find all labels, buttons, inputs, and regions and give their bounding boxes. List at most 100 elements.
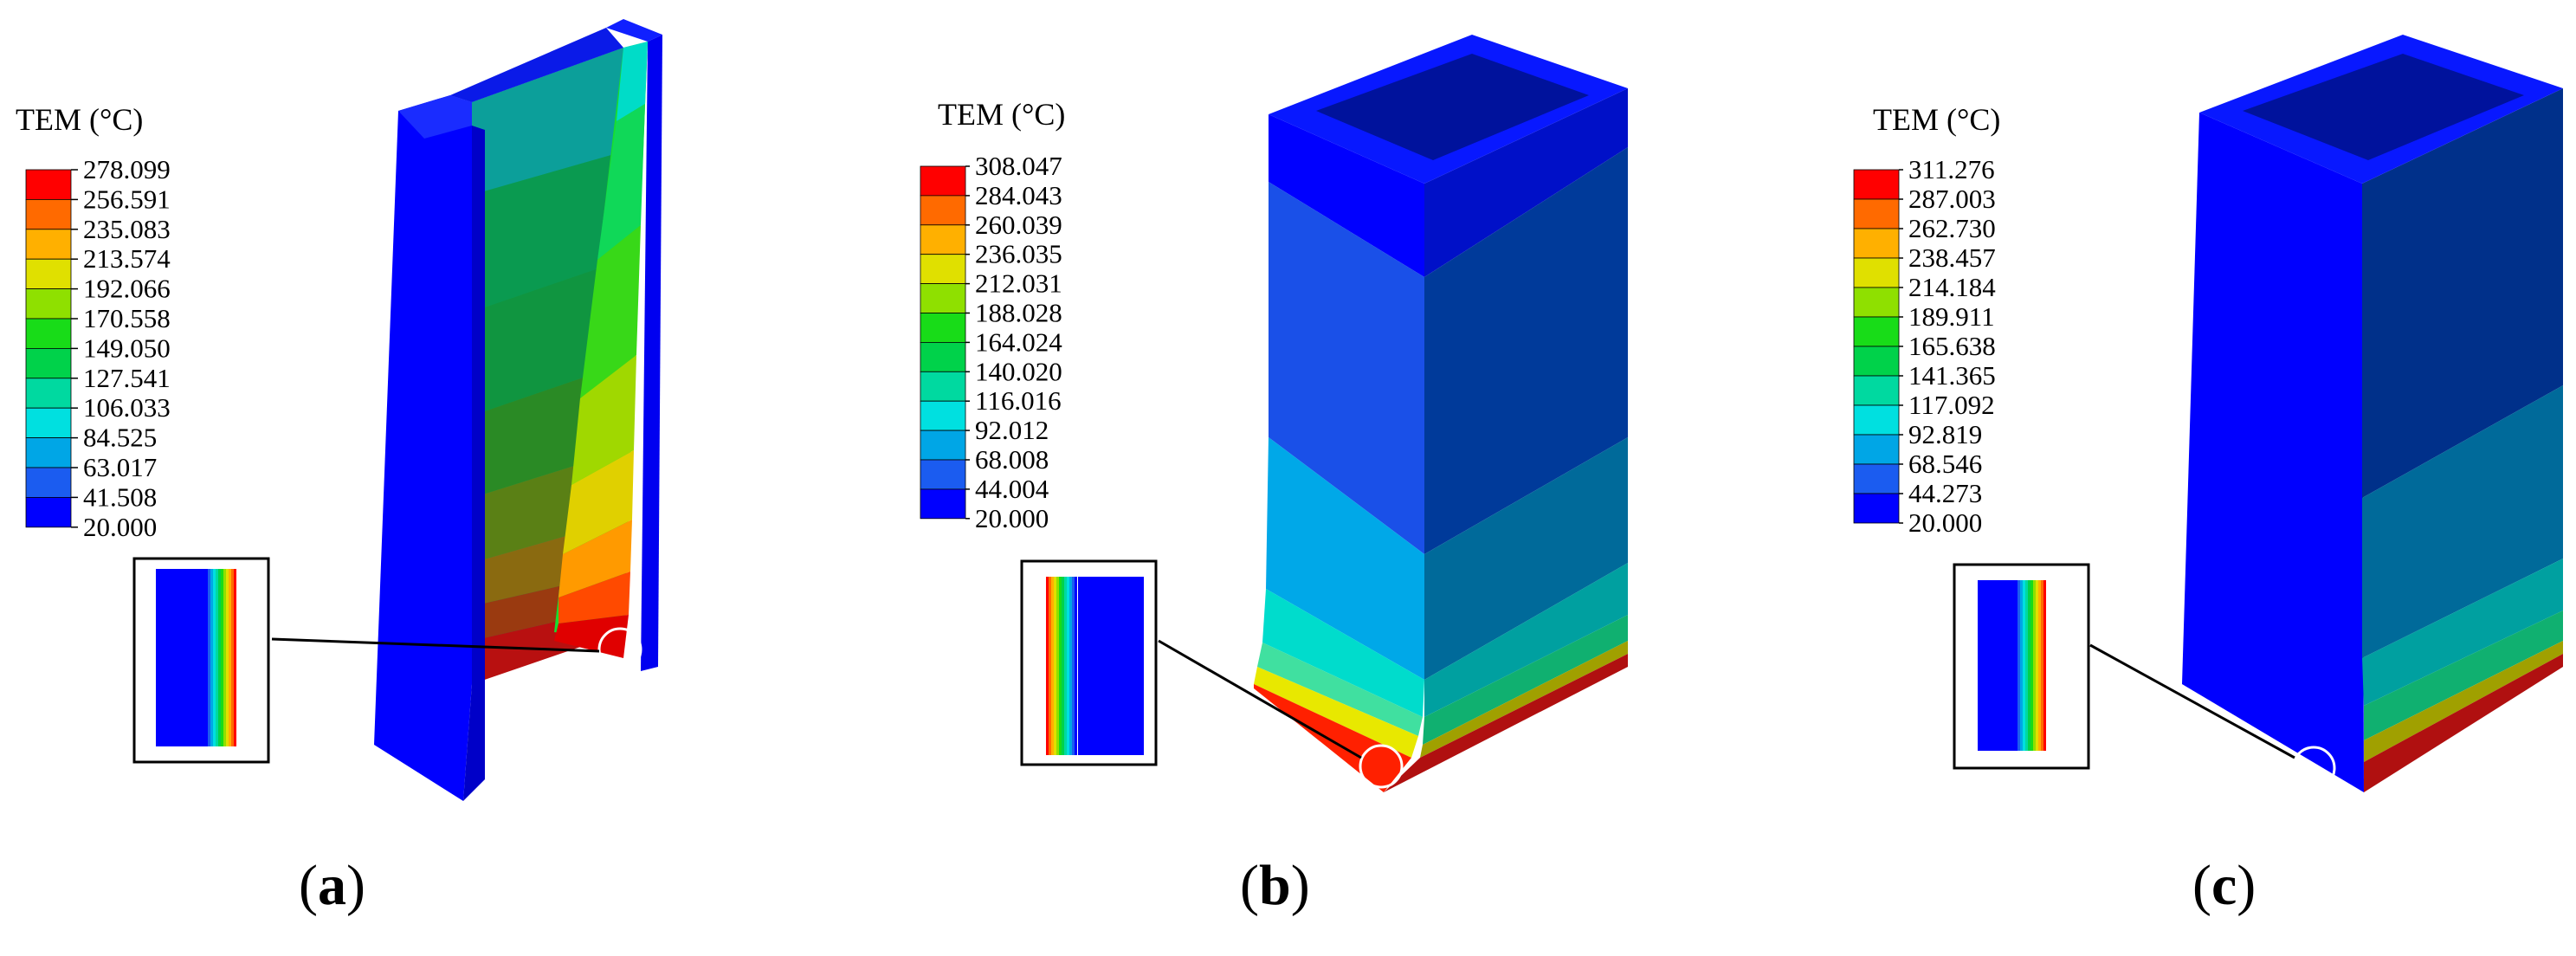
legend-c-swatch bbox=[1853, 228, 1900, 259]
legend-c-title: TEM (°C) bbox=[1873, 102, 2000, 137]
legend-a-tick-label: 106.033 bbox=[83, 392, 171, 423]
band bbox=[597, 104, 645, 260]
band bbox=[563, 450, 634, 554]
legend-a-tick-label: 170.558 bbox=[83, 303, 171, 333]
inset-band bbox=[229, 569, 231, 746]
model-a-flange-top bbox=[398, 95, 472, 139]
legend-a-tick-label: 127.541 bbox=[83, 363, 171, 393]
inset-b bbox=[1020, 559, 1362, 766]
legend-c-swatch bbox=[1853, 198, 1900, 229]
legend-a-swatch bbox=[25, 378, 72, 409]
model-c-left-face bbox=[2182, 113, 2364, 792]
model-c-opening bbox=[2243, 54, 2524, 160]
model-a-top-edge bbox=[606, 19, 662, 42]
legend-c-tick-label: 117.092 bbox=[1908, 390, 1995, 420]
band bbox=[571, 355, 636, 485]
legend-a-swatch bbox=[25, 318, 72, 349]
legend-c-swatch bbox=[1853, 493, 1900, 524]
panel-a: TEM (°C) 278.099256.591235.083213.574192… bbox=[16, 19, 662, 801]
legend-c-tick-label: 68.546 bbox=[1908, 449, 1982, 479]
inset-band bbox=[2043, 580, 2046, 751]
hotspot-circle-a bbox=[597, 627, 642, 672]
inset-b-leader bbox=[1158, 639, 1362, 759]
inset-band bbox=[208, 569, 210, 746]
legend-c-swatch bbox=[1853, 346, 1900, 377]
caption-a: (a) bbox=[299, 854, 365, 917]
caption-b: (b) bbox=[1240, 854, 1310, 917]
band bbox=[558, 572, 630, 623]
inset-band bbox=[1072, 577, 1075, 755]
legend-b-tick-label: 260.039 bbox=[975, 210, 1062, 240]
model-b-opening bbox=[1316, 54, 1589, 160]
legend-b-tick-label: 212.031 bbox=[975, 268, 1062, 299]
legend-a-tick-label: 20.000 bbox=[83, 512, 157, 542]
inset-band bbox=[2023, 580, 2025, 751]
inset-band bbox=[1075, 577, 1077, 755]
legend-b-swatch bbox=[920, 283, 966, 313]
legend-c-swatch bbox=[1853, 169, 1900, 200]
inset-band bbox=[2018, 580, 2020, 751]
band bbox=[554, 615, 629, 658]
hotspot-circle-c bbox=[2291, 746, 2336, 791]
legend-b: TEM (°C) 308.047284.043260.039236.035212… bbox=[920, 97, 1065, 533]
legend-b-swatch bbox=[920, 430, 966, 461]
legend-c-tick-label: 262.730 bbox=[1908, 213, 1996, 243]
legend-b-swatch bbox=[920, 488, 966, 520]
model-b-left-band bbox=[1257, 643, 1423, 736]
legend-a-title: TEM (°C) bbox=[16, 102, 143, 137]
legend-c: TEM (°C) 311.276287.003262.730238.457214… bbox=[1853, 102, 2000, 538]
inset-band bbox=[2038, 580, 2041, 751]
band bbox=[472, 152, 623, 312]
legend-a-swatch bbox=[25, 258, 72, 290]
legend-a-swatch bbox=[25, 467, 72, 498]
legend-a-swatch bbox=[25, 437, 72, 468]
legend-b-swatch bbox=[920, 371, 966, 402]
inset-a-leader bbox=[271, 637, 600, 653]
legend-b-tick-label: 284.043 bbox=[975, 180, 1062, 210]
inset-b-field bbox=[1078, 577, 1144, 755]
model-c bbox=[2182, 35, 2563, 792]
inset-band bbox=[2033, 580, 2036, 751]
inset-band bbox=[1062, 577, 1064, 755]
model-c-right-band bbox=[2364, 641, 2563, 762]
band bbox=[617, 42, 648, 121]
model-b-right-band bbox=[1420, 641, 1628, 758]
legend-b-tick-label: 140.020 bbox=[975, 356, 1062, 386]
legend-c-tick-label: 287.003 bbox=[1908, 184, 1996, 214]
legend-a-swatch bbox=[25, 407, 72, 439]
legend-b-tick-label: 116.016 bbox=[975, 385, 1062, 416]
model-c-right-band bbox=[2364, 654, 2563, 792]
inset-band bbox=[1046, 577, 1049, 755]
legend-a-tick-label: 235.083 bbox=[83, 214, 171, 244]
legend-c-tick-label: 214.184 bbox=[1908, 272, 1996, 302]
legend-c-tick-label: 165.638 bbox=[1908, 331, 1996, 361]
legend-a-tick-label: 192.066 bbox=[83, 274, 171, 304]
legend-a-tick-label: 84.525 bbox=[83, 423, 157, 453]
legend-c-swatch bbox=[1853, 463, 1900, 494]
inset-band bbox=[226, 569, 229, 746]
legend-c-swatch bbox=[1853, 316, 1900, 347]
legend-c-tick-label: 92.819 bbox=[1908, 419, 1982, 449]
inset-band bbox=[213, 569, 216, 746]
inset-a-gradient-strip bbox=[205, 569, 236, 746]
legend-b-swatch bbox=[920, 400, 966, 431]
legend-c-swatch bbox=[1853, 375, 1900, 406]
band bbox=[580, 225, 641, 398]
model-b-left-band bbox=[1254, 667, 1418, 758]
model-b-left-band bbox=[1269, 182, 1424, 554]
legend-a-swatch bbox=[25, 229, 72, 260]
inset-c bbox=[1953, 563, 2295, 770]
legend-a-tick-label: 149.050 bbox=[83, 333, 171, 363]
hotspot-circle-b bbox=[1359, 744, 1404, 789]
inset-band bbox=[205, 569, 208, 746]
legend-c-swatch bbox=[1853, 287, 1900, 318]
legend-b-tick-label: 164.024 bbox=[975, 326, 1062, 357]
inset-band bbox=[2025, 580, 2028, 751]
inset-band bbox=[223, 569, 226, 746]
inset-band bbox=[1069, 577, 1072, 755]
legend-a-tick-label: 41.508 bbox=[83, 481, 157, 512]
inset-c-gradient-strip bbox=[2015, 580, 2046, 751]
band bbox=[558, 520, 632, 598]
model-a-flange-edge bbox=[463, 126, 485, 801]
